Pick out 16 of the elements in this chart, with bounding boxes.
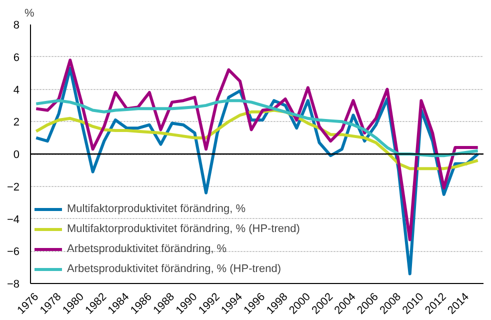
legend-label: Multifaktorproduktivitet förändring, % (HP-trend)	[67, 222, 300, 236]
y-tick-label: −2	[6, 181, 20, 194]
legend-label: Arbetsproduktivitet förändring, %	[67, 242, 227, 256]
legend-label: Multifaktorproduktivitet förändring, %	[67, 202, 246, 216]
y-tick-label: 8	[13, 20, 20, 32]
line-series	[34, 99, 480, 158]
y-tick-label: −6	[6, 246, 20, 258]
y-tick-label: 4	[13, 84, 20, 96]
y-tick-label: −8	[6, 278, 20, 290]
legend-label: Arbetsproduktivitet förändring, % (HP-trend)	[67, 262, 281, 276]
y-axis-title: %	[24, 8, 34, 20]
y-tick-label: 2	[13, 116, 20, 129]
y-tick-label: 0	[13, 149, 20, 161]
y-tick-label: −4	[6, 214, 20, 226]
y-tick-label: 6	[13, 52, 20, 64]
line-series	[34, 58, 480, 242]
